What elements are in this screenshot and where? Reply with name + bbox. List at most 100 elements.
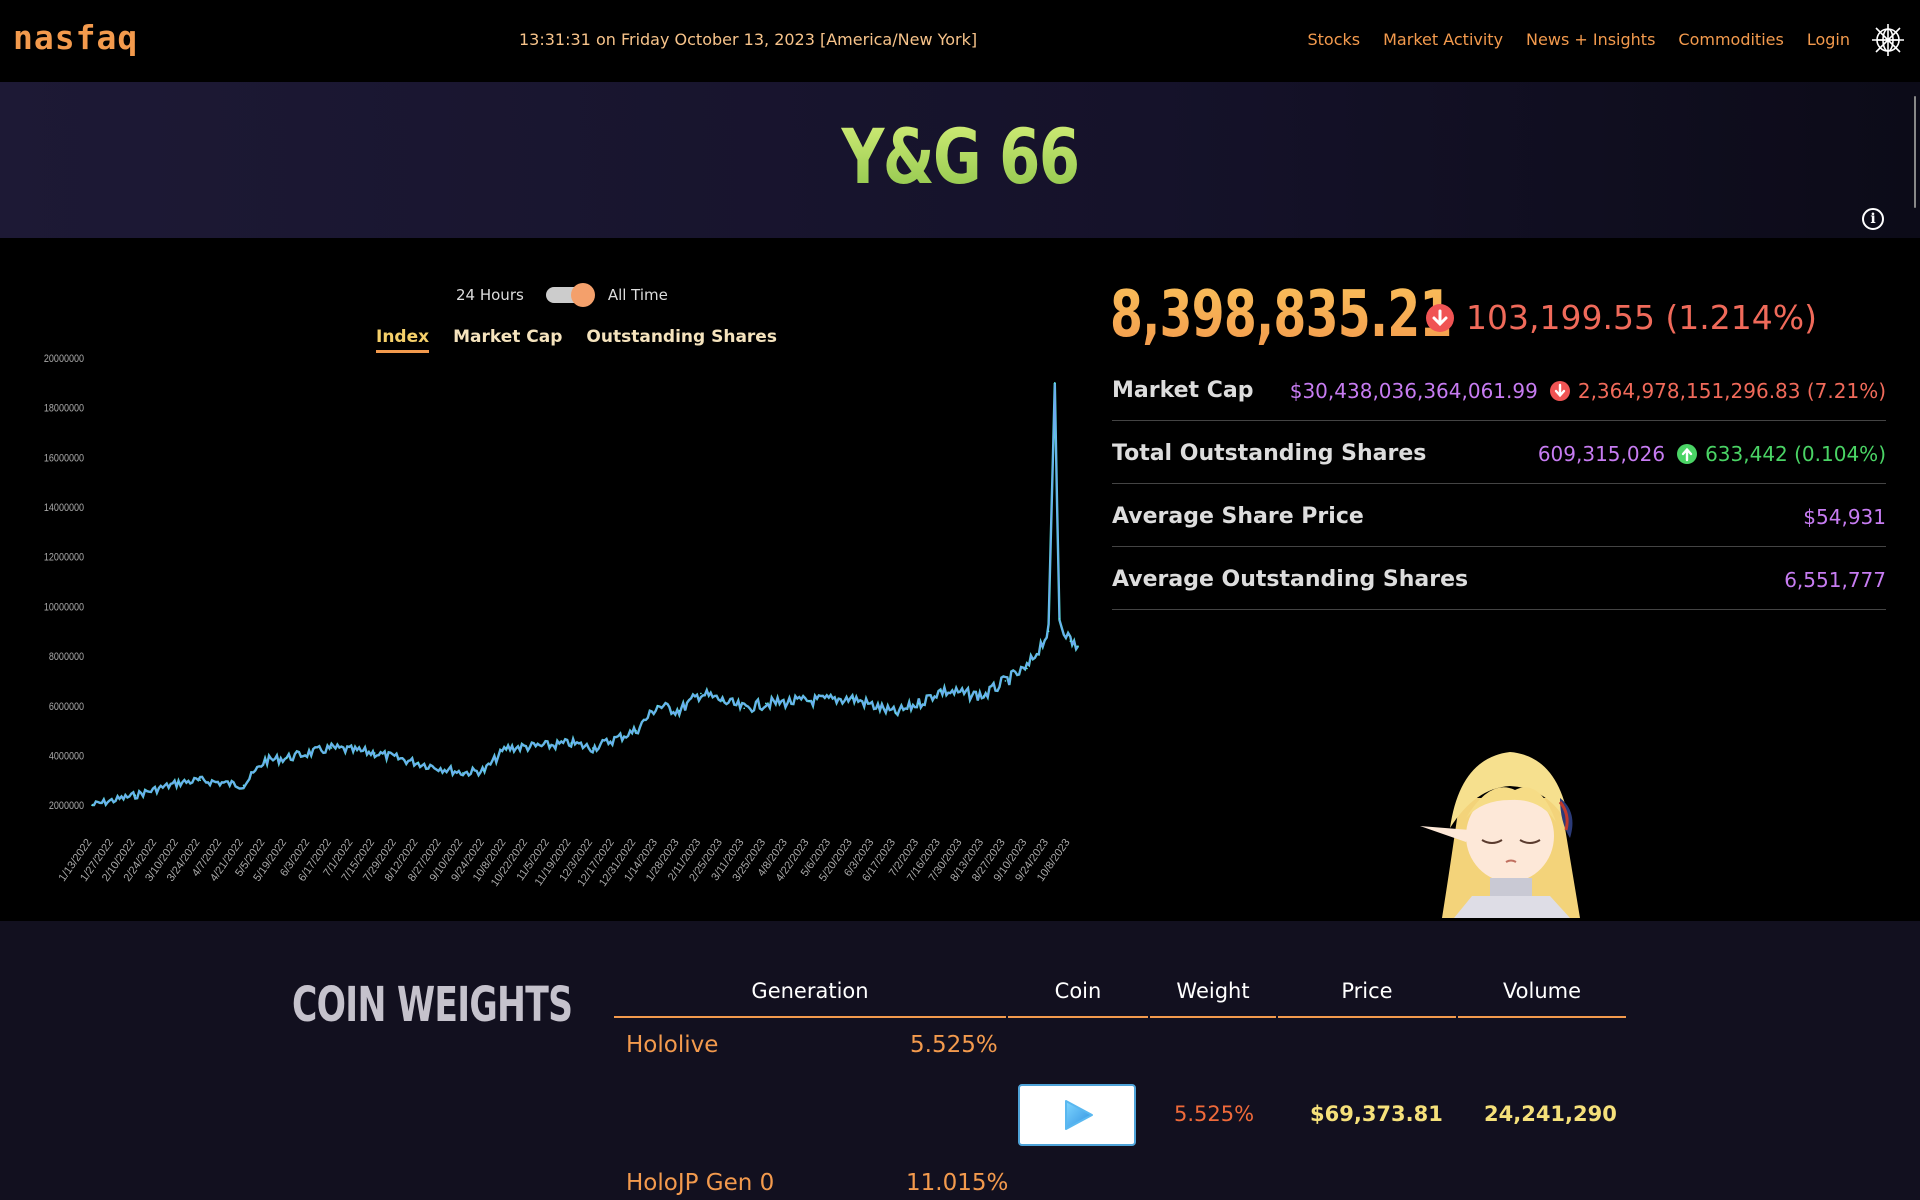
data-point xyxy=(808,700,810,702)
header-volume: Volume xyxy=(1502,979,1582,1003)
data-point xyxy=(1077,645,1079,647)
generation-weight: 11.015% xyxy=(906,1170,1009,1196)
chart-tabs: Index Market Cap Outstanding Shares xyxy=(376,327,777,353)
tab-index[interactable]: Index xyxy=(376,327,430,353)
market-clock: 13:31:31 on Friday October 13, 2023 [Ame… xyxy=(519,30,978,49)
y-tick-label: 12000000 xyxy=(44,552,84,564)
average-outstanding-shares-value: 6,551,777 xyxy=(1784,567,1886,592)
data-point xyxy=(462,772,464,774)
header-underline xyxy=(1008,1016,1148,1018)
data-point xyxy=(505,747,508,749)
data-point xyxy=(656,705,659,707)
stat-row-average-share-price: Average Share Price $54,931 xyxy=(1112,487,1886,547)
nav-link-stocks[interactable]: Stocks xyxy=(1307,30,1361,49)
data-point xyxy=(242,784,245,787)
data-point xyxy=(678,710,681,712)
coin-button[interactable] xyxy=(1018,1084,1136,1146)
data-point xyxy=(134,794,137,796)
nav-link-login[interactable]: Login xyxy=(1806,30,1850,49)
index-price: 8,398,835.21 xyxy=(1110,278,1452,352)
data-point xyxy=(1047,630,1050,633)
play-icon xyxy=(1065,1100,1093,1130)
outstanding-shares-change-value: 633,442 (0.104%) xyxy=(1705,441,1886,466)
index-title: Y&G 66 xyxy=(211,112,1709,201)
header-underline xyxy=(1458,1016,1626,1018)
generation-name[interactable]: HoloJP Gen 0 xyxy=(626,1170,775,1196)
data-point xyxy=(199,779,201,782)
nav-link-market-activity[interactable]: Market Activity xyxy=(1383,30,1504,49)
data-point xyxy=(483,769,486,772)
tab-market-cap[interactable]: Market Cap xyxy=(453,327,563,347)
header-underline xyxy=(1150,1016,1276,1018)
data-point xyxy=(264,759,266,762)
y-tick-label: 20000000 xyxy=(44,353,84,365)
series-line-highlight xyxy=(92,382,1080,808)
data-point xyxy=(91,804,93,806)
index-price-change: 103,199.55 (1.214%) xyxy=(1426,298,1817,337)
stat-label: Total Outstanding Shares xyxy=(1112,441,1427,466)
site-logo[interactable]: nasfaq xyxy=(13,18,139,57)
y-tick-label: 4000000 xyxy=(49,751,84,763)
data-point xyxy=(635,729,637,732)
header-underline xyxy=(614,1016,1006,1018)
stat-row-market-cap: Market Cap $30,438,036,364,061.99 2,364,… xyxy=(1112,361,1886,421)
header-coin: Coin xyxy=(1054,979,1102,1003)
coin-volume-cell: 24,241,290 xyxy=(1484,1102,1617,1126)
info-icon[interactable]: i xyxy=(1862,208,1884,230)
tab-outstanding-shares[interactable]: Outstanding Shares xyxy=(586,327,777,347)
data-point xyxy=(285,757,288,759)
nav-link-commodities[interactable]: Commodities xyxy=(1678,30,1784,49)
outstanding-shares-change: 633,442 (0.104%) xyxy=(1677,442,1886,466)
timeframe-switch[interactable] xyxy=(545,283,595,307)
data-point xyxy=(591,747,594,749)
up-arrow-icon xyxy=(1677,443,1698,464)
data-point xyxy=(894,712,897,714)
data-point xyxy=(177,782,180,784)
stat-label: Market Cap xyxy=(1112,378,1254,403)
coin-weights-section: COIN WEIGHTS Generation Coin Weight Pric… xyxy=(0,921,1920,1200)
globe-icon[interactable] xyxy=(1870,22,1906,58)
data-point xyxy=(939,690,942,692)
stat-value: 609,315,026 633,442 (0.104%) xyxy=(1538,442,1886,466)
average-share-price-value: $54,931 xyxy=(1803,504,1886,529)
toggle-label-24h[interactable]: 24 Hours xyxy=(456,286,524,304)
coin-price-cell: $69,373.81 xyxy=(1310,1102,1443,1126)
data-point xyxy=(721,700,724,702)
header-underline xyxy=(1278,1016,1456,1018)
y-tick-label: 14000000 xyxy=(44,502,84,514)
mascot-illustration xyxy=(1420,752,1580,918)
coin-weights-title: COIN WEIGHTS xyxy=(292,977,573,1033)
header-weight: Weight xyxy=(1176,979,1250,1003)
switch-knob xyxy=(570,283,595,307)
data-point xyxy=(548,744,551,747)
page-scrollbar[interactable] xyxy=(1914,96,1916,208)
data-point xyxy=(570,742,572,744)
data-point xyxy=(417,762,419,764)
down-arrow-icon xyxy=(1549,380,1570,401)
y-tick-label: 6000000 xyxy=(49,701,84,713)
data-point xyxy=(330,747,333,749)
market-cap-change: 2,364,978,151,296.83 (7.21%) xyxy=(1549,378,1886,403)
stat-label: Average Outstanding Shares xyxy=(1112,567,1469,592)
data-point xyxy=(1058,618,1061,620)
data-point xyxy=(1069,640,1072,642)
y-tick-label: 2000000 xyxy=(49,800,84,812)
data-point xyxy=(1054,382,1056,384)
series-line xyxy=(92,382,1079,807)
y-tick-label: 8000000 xyxy=(49,651,84,663)
toggle-label-all-time[interactable]: All Time xyxy=(607,286,668,304)
index-chart: 2000000 4000000 6000000 8000000 10000000 1200… xyxy=(44,353,1080,889)
data-point xyxy=(918,702,920,705)
stat-label: Average Share Price xyxy=(1112,504,1364,529)
data-point xyxy=(982,695,985,697)
data-point xyxy=(1026,667,1028,670)
data-point xyxy=(700,692,702,695)
market-cap-change-value: 2,364,978,151,296.83 (7.21%) xyxy=(1577,378,1886,403)
generation-name[interactable]: Hololive xyxy=(626,1032,719,1058)
nav-link-news-insights[interactable]: News + Insights xyxy=(1526,30,1656,49)
down-arrow-icon xyxy=(1426,303,1454,332)
data-point xyxy=(374,752,376,754)
generation-weight: 5.525% xyxy=(910,1032,998,1058)
data-point xyxy=(743,707,745,710)
stat-row-average-outstanding-shares: Average Outstanding Shares 6,551,777 xyxy=(1112,550,1886,610)
